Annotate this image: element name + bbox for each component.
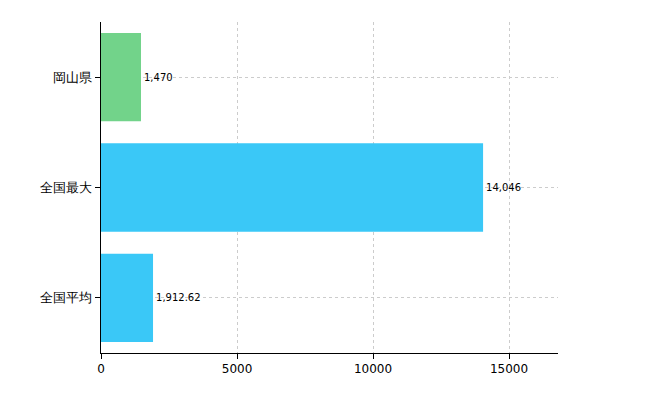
svg-text:全国平均: 全国平均 (40, 290, 92, 305)
svg-text:全国最大: 全国最大 (40, 180, 92, 195)
svg-text:岡山県: 岡山県 (53, 70, 92, 85)
svg-text:10000: 10000 (354, 362, 392, 376)
svg-text:14,046: 14,046 (486, 182, 521, 193)
svg-text:1,470: 1,470 (144, 72, 173, 83)
svg-text:5000: 5000 (222, 362, 253, 376)
svg-text:0: 0 (97, 362, 105, 376)
svg-text:15000: 15000 (490, 362, 528, 376)
svg-text:1,912.62: 1,912.62 (156, 292, 201, 303)
